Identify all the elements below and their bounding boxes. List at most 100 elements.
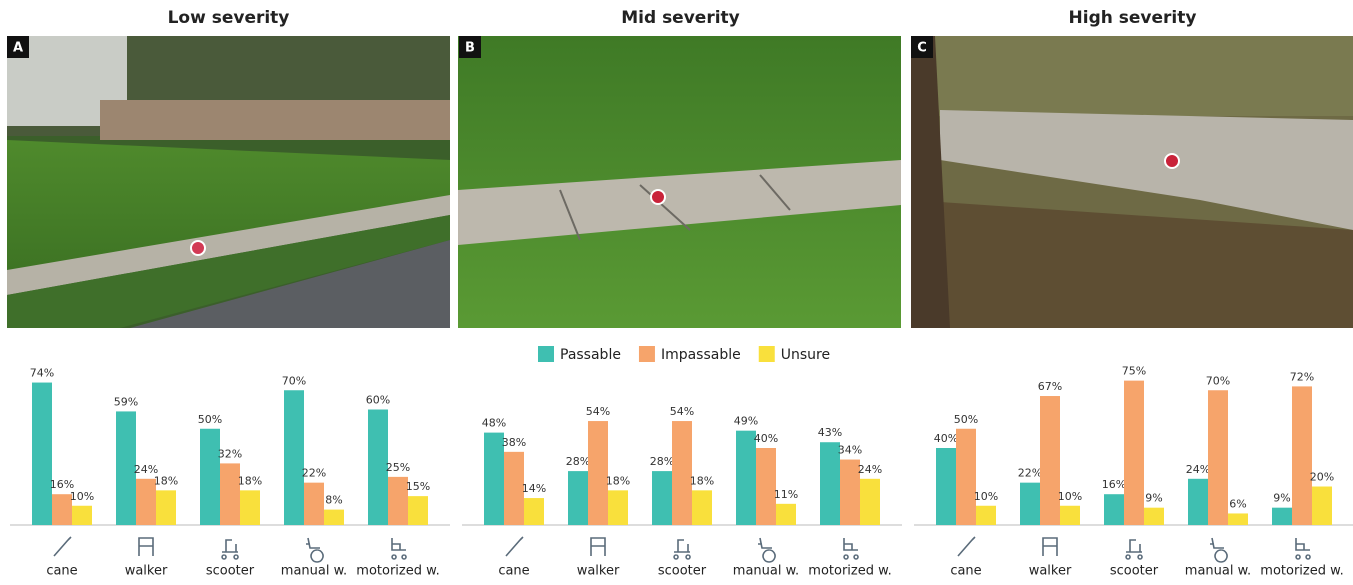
bar	[304, 482, 324, 525]
bar	[1040, 396, 1060, 525]
value-label: 28%	[566, 455, 590, 468]
bar	[72, 505, 92, 525]
bar	[240, 490, 260, 525]
category-icon	[1042, 537, 1058, 556]
bar	[776, 503, 796, 525]
bar	[956, 428, 976, 525]
legend-swatch	[638, 346, 655, 362]
bar	[1272, 507, 1292, 525]
category-icon	[843, 538, 859, 560]
bar	[672, 421, 692, 525]
bar	[1124, 380, 1144, 525]
bar	[1104, 494, 1124, 525]
bar	[200, 428, 220, 525]
category-icon	[505, 536, 524, 557]
panel-label: B	[465, 41, 475, 56]
value-label: 50%	[954, 413, 978, 426]
panel-label-bg	[459, 36, 481, 58]
bar	[756, 448, 776, 525]
value-label: 18%	[606, 474, 630, 487]
value-label: 59%	[114, 395, 138, 408]
value-label: 6%	[1229, 497, 1246, 510]
category-label: motorized w.	[808, 564, 891, 579]
category-label: motorized w.	[356, 564, 439, 579]
bar	[504, 451, 524, 525]
bar	[32, 382, 52, 525]
value-label: 43%	[818, 426, 842, 439]
legend-label: Unsure	[781, 347, 830, 363]
category-label: walker	[1029, 564, 1072, 579]
bar	[368, 409, 388, 525]
value-label: 10%	[974, 490, 998, 503]
bar	[588, 421, 608, 525]
bar	[1208, 390, 1228, 525]
value-label: 54%	[670, 405, 694, 418]
bar	[284, 390, 304, 525]
bar	[408, 496, 428, 525]
bar	[936, 448, 956, 525]
panel-label-bg	[7, 36, 29, 58]
panel-title: High severity	[1069, 8, 1197, 28]
value-label: 49%	[734, 415, 758, 428]
category-label: walker	[577, 564, 620, 579]
category-icon	[1210, 537, 1228, 563]
photo-a	[7, 36, 450, 328]
value-label: 40%	[754, 432, 778, 445]
value-label: 24%	[1186, 463, 1210, 476]
value-label: 11%	[774, 488, 798, 501]
category-label: cane	[498, 564, 529, 579]
bar	[1060, 505, 1080, 525]
value-label: 9%	[1145, 492, 1162, 505]
bar	[1312, 486, 1332, 525]
value-label: 38%	[502, 436, 526, 449]
value-label: 22%	[302, 467, 326, 480]
value-label: 54%	[586, 405, 610, 418]
value-label: 74%	[30, 367, 54, 380]
value-label: 16%	[50, 478, 74, 491]
legend-swatch	[538, 346, 554, 362]
category-label: cane	[950, 564, 981, 579]
bar	[860, 478, 880, 525]
category-label: manual w.	[281, 564, 347, 579]
value-label: 34%	[838, 444, 862, 457]
value-label: 48%	[482, 417, 506, 430]
legend-label: Impassable	[661, 347, 741, 363]
category-label: cane	[46, 564, 77, 579]
legend-label: Passable	[560, 347, 621, 363]
category-icon	[221, 539, 239, 560]
category-label: scooter	[206, 564, 255, 579]
value-label: 32%	[218, 447, 242, 460]
bar	[568, 471, 588, 525]
category-icon	[758, 537, 776, 563]
value-label: 72%	[1290, 370, 1314, 383]
bar	[52, 494, 72, 525]
value-label: 60%	[366, 394, 390, 407]
value-label: 18%	[238, 474, 262, 487]
category-label: walker	[125, 564, 168, 579]
bar	[652, 471, 672, 525]
value-label: 24%	[134, 463, 158, 476]
bar	[324, 509, 344, 525]
value-label: 8%	[325, 494, 342, 507]
value-label: 40%	[934, 432, 958, 445]
category-label: scooter	[658, 564, 707, 579]
value-label: 15%	[406, 480, 430, 493]
category-label: motorized w.	[1260, 564, 1343, 579]
category-label: scooter	[1110, 564, 1159, 579]
bar	[524, 498, 544, 525]
legend-swatch	[758, 346, 775, 362]
panel-label-bg	[911, 36, 933, 58]
value-label: 10%	[70, 490, 94, 503]
category-label: manual w.	[733, 564, 799, 579]
photo-c	[911, 36, 1353, 328]
bar	[608, 490, 628, 525]
category-icon	[306, 537, 324, 563]
bar	[976, 505, 996, 525]
panel-label: A	[13, 41, 23, 56]
value-label: 10%	[1058, 490, 1082, 503]
bar	[484, 432, 504, 525]
panel-label: C	[917, 41, 927, 56]
value-label: 70%	[1206, 374, 1230, 387]
bar	[1020, 482, 1040, 525]
